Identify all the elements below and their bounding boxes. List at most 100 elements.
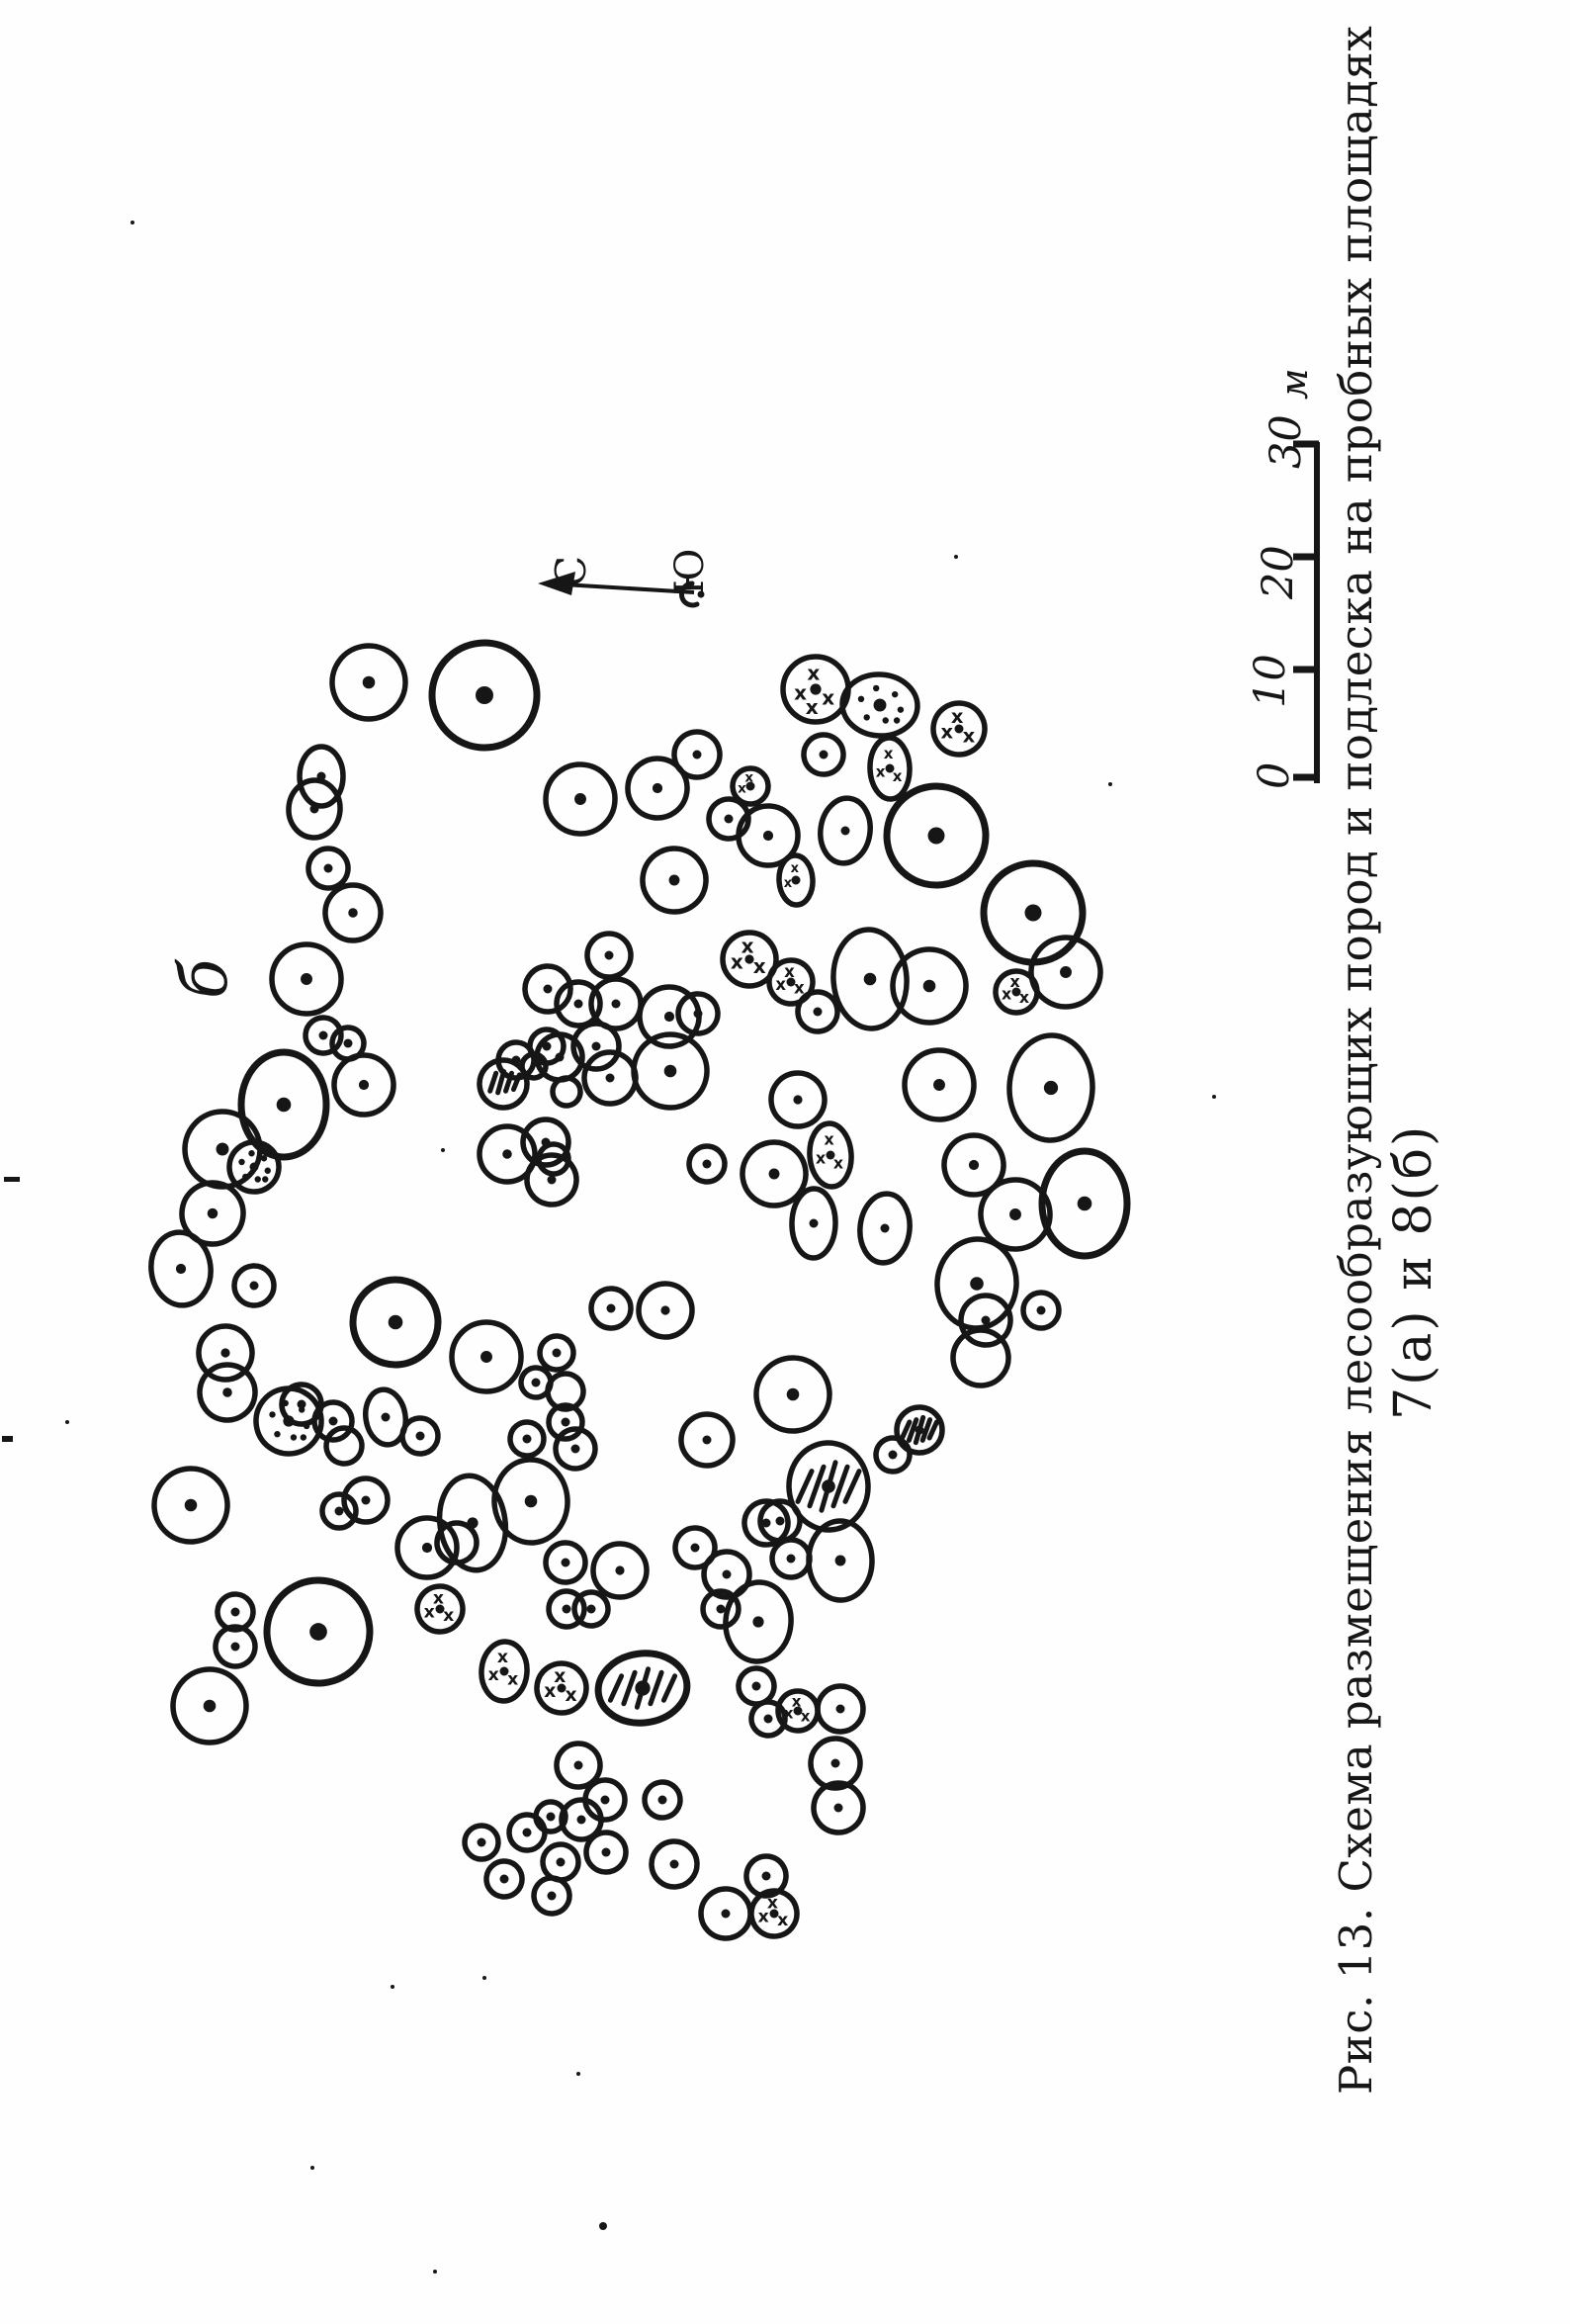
- figure-caption-line1: Рис. 13. Схема размещения лесообразующих…: [1330, 25, 1382, 2095]
- tree-crown-crown-with-stem-dot: [857, 1191, 913, 1266]
- tree-crown-crown-with-stem-dot: [428, 639, 541, 752]
- svg-text:х: х: [806, 695, 819, 719]
- tree-crown-crown-with-stem-dot: [543, 1540, 588, 1585]
- tree-crown-crown-hatched-diagonal: [786, 1440, 871, 1533]
- tree-crown-crown-outline-only: [545, 1371, 586, 1412]
- tree-crown-crown-with-stem-dot: [701, 1549, 752, 1600]
- plot-label-b: б: [166, 958, 242, 999]
- tree-crown-crown-with-stem-dot: [554, 1741, 603, 1790]
- scale-tick-label-20: 20: [1254, 545, 1303, 599]
- tree-crown-crown-with-stem-dot: [349, 1276, 442, 1369]
- svg-text:х: х: [822, 685, 834, 709]
- tree-crown-crown-with-stem-dot: [1038, 1147, 1131, 1260]
- svg-text:х: х: [507, 1670, 518, 1690]
- tree-crown-crown-with-stem-dot: [483, 1858, 525, 1900]
- svg-text:х: х: [565, 1685, 576, 1706]
- scale-unit-label: м: [1272, 368, 1316, 400]
- svg-text:х: х: [775, 975, 786, 994]
- tree-crown-crown-with-stem-dot: [741, 1498, 791, 1548]
- tree-crown-crown-with-stem-dot: [902, 1047, 977, 1122]
- svg-text:х: х: [794, 978, 805, 997]
- tree-crown-crown-with-stem-dot: [649, 1838, 700, 1890]
- tree-crown-crown-with-stem-dot: [341, 1475, 391, 1525]
- tree-crown-crown-with-stem-dot: [559, 1797, 604, 1842]
- svg-text:х: х: [791, 861, 800, 876]
- tree-crown-crown-with-stem-dot: [736, 1665, 777, 1707]
- tree-crown-crown-with-stem-dot: [543, 761, 618, 837]
- tree-crown-crown-with-stem-dot: [449, 1319, 524, 1394]
- svg-text:х: х: [1002, 985, 1011, 1004]
- compass-north-label: С: [547, 555, 595, 587]
- tree-crown-crown-outline-only: [434, 1520, 480, 1565]
- tree-crown-crown-with-stem-dot: [625, 756, 690, 821]
- tree-crown-crown-with-stem-dot: [196, 1323, 255, 1383]
- tree-crown-crown-with-stem-dot: [581, 1049, 639, 1107]
- tree-crown-crown-with-stem-dot: [978, 1177, 1053, 1252]
- tree-crown-crown-with-stem-dot: [553, 1426, 598, 1472]
- tree-crown-crown-with-stem-dot: [748, 1699, 788, 1739]
- tree-crown-crown-with-stem-dot: [672, 1525, 718, 1570]
- tree-crown-crown-with-stem-dot: [570, 1021, 622, 1072]
- tree-crown-crown-with-stem-dot: [873, 1435, 913, 1475]
- svg-text:х: х: [807, 662, 820, 685]
- svg-text:х: х: [784, 876, 793, 891]
- tree-crown-crown-with-stem-dot: [671, 729, 723, 780]
- svg-text:х: х: [1009, 972, 1019, 991]
- tree-crown-crown-with-stem-dot: [524, 1152, 579, 1207]
- tree-crown-crown-with-stem-dot: [546, 1402, 585, 1442]
- tree-crown-crown-with-stem-dot: [319, 1491, 359, 1531]
- tree-crown-crown-with-stem-dot: [1006, 1032, 1095, 1143]
- tree-crown-crown-with-stem-dot: [806, 1518, 875, 1603]
- tree-crown-crown-with-stem-dot: [170, 1666, 249, 1745]
- svg-text:х: х: [951, 705, 964, 728]
- tree-crown-crown-with-stem-dot: [148, 1229, 214, 1308]
- svg-text:х: х: [443, 1606, 454, 1626]
- tree-crown-crown-with-stem-dot: [554, 979, 603, 1028]
- tree-crown-crown-with-stem-dot: [506, 1812, 548, 1853]
- tree-crown-crown-with-stem-dot: [640, 846, 709, 915]
- tree-crown-crown-with-stem-dot: [736, 803, 801, 868]
- tree-crown-crown-with-stem-dot: [631, 1031, 710, 1111]
- tree-crown-crown-with-stem-dot: [588, 1286, 634, 1331]
- tree-crown-crown-with-stem-dot: [980, 859, 1087, 966]
- tree-crown-crown-with-stem-dot: [322, 882, 384, 943]
- svg-text:х: х: [893, 767, 903, 785]
- scale-tick-label-10: 10: [1246, 654, 1295, 708]
- tree-crown-crown-with-stem-dot: [890, 946, 969, 1026]
- svg-text:х: х: [940, 720, 953, 743]
- tree-crown-crown-x-marked: хх хх: [780, 654, 851, 725]
- svg-text:х: х: [767, 1894, 778, 1914]
- tree-crown-crown-with-stem-dot: [546, 1588, 587, 1630]
- tree-crown-crown-with-stem-dot: [883, 782, 990, 889]
- tree-crown-crown-with-stem-dot: [286, 777, 343, 841]
- tree-crown-crown-with-stem-dot: [179, 1180, 246, 1247]
- tree-crown-crown-with-stem-dot: [642, 1779, 683, 1821]
- tree-crown-crown-with-stem-dot: [808, 1736, 863, 1791]
- svg-text:х: х: [497, 1648, 508, 1667]
- tree-crown-crown-x-marked: хх х: [867, 735, 913, 802]
- tree-crown-crown-with-stem-dot: [584, 931, 634, 980]
- scale-tick-label-0: 0: [1250, 761, 1299, 789]
- tree-crown-crown-outline-only: [550, 1075, 583, 1109]
- svg-text:х: х: [794, 680, 807, 704]
- tree-crown-crown-with-stem-dot: [958, 1293, 1013, 1348]
- tree-crown-crown-with-stem-dot: [477, 1123, 538, 1185]
- svg-text:х: х: [884, 745, 894, 762]
- tree-crown-crown-with-stem-dot: [527, 1027, 567, 1066]
- svg-text:х: х: [792, 1692, 802, 1710]
- svg-text:х: х: [731, 950, 743, 974]
- svg-text:х: х: [738, 781, 746, 797]
- tree-crown-crown-with-stem-dot: [818, 795, 873, 866]
- svg-text:х: х: [488, 1665, 499, 1685]
- svg-text:х: х: [758, 1907, 769, 1926]
- tree-crown-crown-with-stem-dot: [237, 1048, 330, 1161]
- tree-crown-crown-with-stem-dot: [571, 1589, 611, 1629]
- tree-crown-crown-with-stem-dot: [363, 1386, 408, 1448]
- tree-crown-crown-with-stem-dot: [934, 1236, 1019, 1331]
- svg-text:х: х: [784, 1704, 794, 1722]
- tree-crown-crown-with-stem-dot: [1020, 1290, 1062, 1331]
- tree-crown-crown-with-stem-dot: [215, 1591, 256, 1633]
- tree-crown-crown-with-stem-dot: [769, 1537, 813, 1580]
- svg-text:х: х: [433, 1589, 444, 1609]
- tree-crown-crown-with-stem-dot: [789, 1186, 838, 1261]
